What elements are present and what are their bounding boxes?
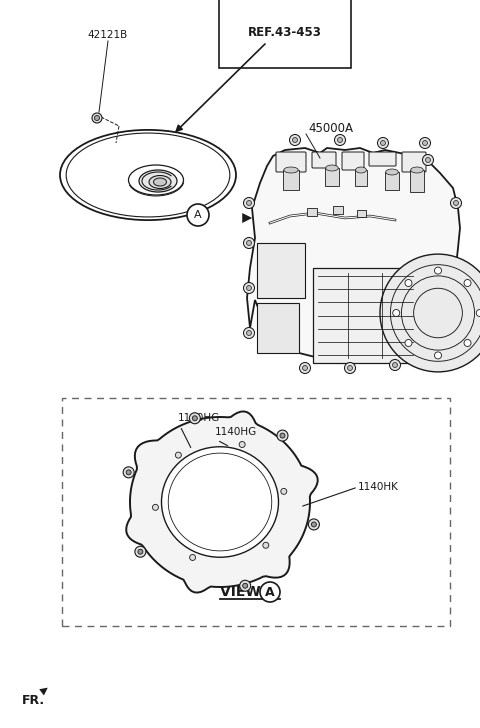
Circle shape <box>348 365 352 371</box>
Circle shape <box>189 413 200 424</box>
Circle shape <box>345 363 356 373</box>
Circle shape <box>420 138 431 149</box>
Circle shape <box>451 197 461 208</box>
Circle shape <box>138 549 143 554</box>
Text: FR.: FR. <box>22 694 45 706</box>
Text: A: A <box>265 585 275 598</box>
Circle shape <box>260 582 280 602</box>
Circle shape <box>243 328 254 339</box>
Circle shape <box>190 555 196 561</box>
Ellipse shape <box>411 167 423 173</box>
Ellipse shape <box>356 167 366 173</box>
Circle shape <box>476 309 480 317</box>
Text: 42121B: 42121B <box>88 30 128 40</box>
Ellipse shape <box>139 170 177 192</box>
Text: REF.43-453: REF.43-453 <box>248 25 322 39</box>
Circle shape <box>243 197 254 208</box>
Circle shape <box>263 542 269 548</box>
Bar <box>257 304 299 353</box>
Bar <box>307 208 317 216</box>
Text: 1140HG: 1140HG <box>215 427 257 437</box>
Circle shape <box>277 430 288 441</box>
Bar <box>333 206 343 214</box>
Bar <box>357 210 366 217</box>
Circle shape <box>302 365 308 371</box>
Circle shape <box>464 339 471 347</box>
Bar <box>62 398 450 626</box>
Circle shape <box>247 200 252 205</box>
Text: 1140HK: 1140HK <box>358 482 399 492</box>
Bar <box>283 170 299 190</box>
Bar <box>325 168 339 186</box>
Bar <box>257 243 305 298</box>
Circle shape <box>123 467 134 478</box>
Circle shape <box>425 157 431 162</box>
Bar <box>355 170 367 186</box>
Circle shape <box>405 280 412 287</box>
FancyBboxPatch shape <box>312 152 336 168</box>
Ellipse shape <box>284 167 298 173</box>
Circle shape <box>292 138 298 143</box>
Circle shape <box>247 331 252 336</box>
Circle shape <box>192 416 197 421</box>
Bar <box>313 268 418 363</box>
Circle shape <box>335 135 346 146</box>
Ellipse shape <box>149 175 171 189</box>
Ellipse shape <box>386 169 398 175</box>
Circle shape <box>95 116 99 121</box>
Ellipse shape <box>326 165 338 171</box>
Circle shape <box>300 363 311 373</box>
Text: VIEW: VIEW <box>220 585 265 599</box>
Circle shape <box>389 360 400 371</box>
Circle shape <box>187 204 209 226</box>
FancyBboxPatch shape <box>402 152 426 172</box>
Bar <box>385 172 399 190</box>
Circle shape <box>280 433 285 438</box>
Circle shape <box>434 267 442 274</box>
Circle shape <box>434 352 442 359</box>
FancyBboxPatch shape <box>342 152 364 170</box>
Circle shape <box>422 154 433 165</box>
Circle shape <box>405 339 412 347</box>
Circle shape <box>377 138 388 149</box>
Circle shape <box>289 135 300 146</box>
Circle shape <box>243 237 254 248</box>
Ellipse shape <box>380 254 480 372</box>
Circle shape <box>135 546 146 557</box>
Ellipse shape <box>154 178 167 186</box>
Circle shape <box>393 309 400 317</box>
Circle shape <box>239 441 245 448</box>
Circle shape <box>464 280 471 287</box>
Circle shape <box>393 363 397 368</box>
FancyBboxPatch shape <box>276 152 306 172</box>
FancyBboxPatch shape <box>369 152 396 166</box>
Text: 1140HG: 1140HG <box>178 413 220 423</box>
Ellipse shape <box>161 447 278 557</box>
Circle shape <box>337 138 343 143</box>
PathPatch shape <box>247 148 460 362</box>
Polygon shape <box>126 411 318 593</box>
Circle shape <box>308 519 319 530</box>
Circle shape <box>175 452 181 458</box>
Circle shape <box>381 141 385 146</box>
Circle shape <box>243 282 254 293</box>
Circle shape <box>247 240 252 245</box>
Circle shape <box>247 285 252 290</box>
Text: 45000A: 45000A <box>308 122 353 135</box>
Circle shape <box>243 583 248 588</box>
Circle shape <box>422 141 428 146</box>
Circle shape <box>312 522 316 527</box>
Circle shape <box>240 580 251 591</box>
Bar <box>410 170 424 192</box>
Circle shape <box>126 470 131 475</box>
Circle shape <box>454 200 458 205</box>
Text: A: A <box>194 210 202 220</box>
Circle shape <box>92 113 102 123</box>
Circle shape <box>153 505 158 510</box>
Circle shape <box>281 488 287 494</box>
